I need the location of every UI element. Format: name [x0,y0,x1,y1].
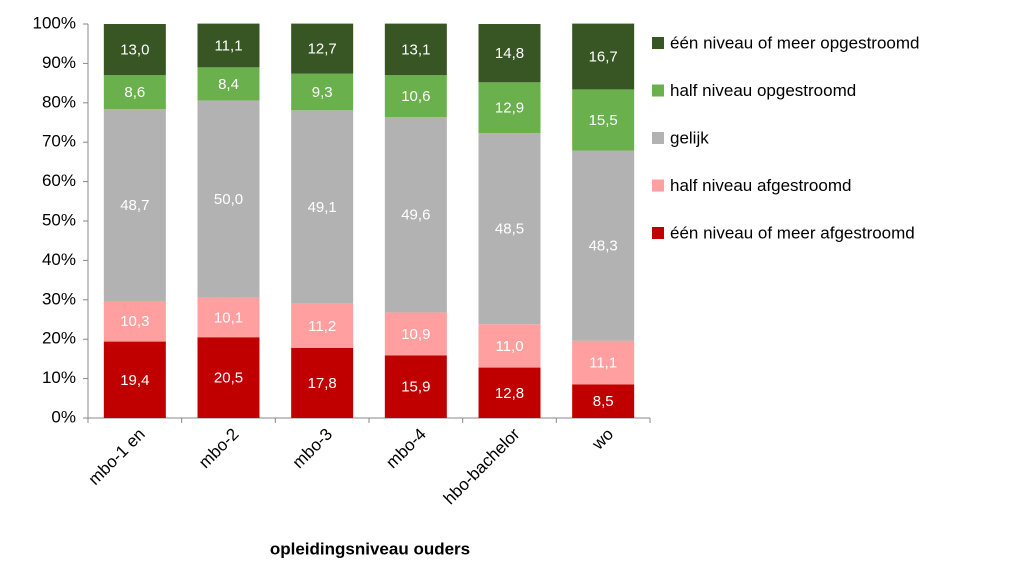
y-tick-label: 60% [42,171,76,190]
legend-label: één niveau of meer afgestroomd [670,223,915,242]
legend-label: één niveau of meer opgestroomd [670,33,920,52]
bar-segment [197,337,260,418]
x-tick-label: mbo-2 [195,425,243,473]
bar-segment [291,110,354,304]
value-label: 8,5 [593,393,614,410]
y-tick-label: 50% [42,210,76,229]
bar-segment [478,82,541,134]
bar-segment [291,73,354,111]
bar-segment [103,300,166,342]
bar-segment [103,341,166,418]
value-label: 10,6 [401,88,430,105]
y-tick-label: 90% [42,53,76,72]
bar-segment [103,109,166,301]
value-label: 8,6 [124,84,145,101]
bar-segment [478,133,541,325]
bar-segment [384,312,447,356]
bar-segment [384,355,447,418]
value-label: 15,5 [589,112,618,129]
value-label: 48,5 [495,221,524,238]
y-tick-label: 100% [33,13,76,32]
value-label: 11,1 [589,355,617,372]
legend-label: gelijk [670,128,709,147]
value-label: 8,4 [218,76,239,93]
value-label: 49,1 [308,199,337,216]
bar-segment [291,303,354,348]
bar-segment [572,384,635,418]
legend-swatch [652,37,664,49]
y-tick-label: 30% [42,289,76,308]
value-label: 10,3 [120,313,149,330]
bar-segment [197,23,260,68]
bar-segment [197,297,260,338]
value-label: 14,8 [495,45,524,62]
value-label: 9,3 [312,84,333,101]
y-tick-label: 70% [42,132,76,151]
x-tick-label: mbo-1 en [85,425,149,489]
legend-label: half niveau opgestroomd [670,81,856,100]
bar-segment [478,367,541,418]
value-label: 10,1 [214,309,243,326]
bar-segment [478,24,541,83]
x-tick-label: mbo-4 [382,425,430,473]
x-tick-label: hbo-bachelor [440,424,524,508]
legend-label: half niveau afgestroomd [670,176,851,195]
legend-swatch [652,227,664,239]
value-label: 11,2 [308,318,336,335]
value-label: 12,8 [495,385,524,402]
value-label: 19,4 [120,372,149,389]
x-tick-label: mbo-3 [289,425,337,473]
x-axis-title: opleidingsniveau ouders [270,539,470,558]
value-label: 48,7 [120,197,149,214]
value-label: 10,9 [401,326,430,343]
bar-segment [572,89,635,151]
value-label: 49,6 [401,207,430,224]
bar-segment [197,67,260,101]
y-tick-label: 10% [42,368,76,387]
y-tick-label: 80% [42,92,76,111]
bar-segment [572,23,635,90]
y-tick-label: 40% [42,250,76,269]
value-label: 13,1 [401,41,430,58]
value-label: 15,9 [401,379,430,396]
value-label: 13,0 [120,42,149,59]
bar-segment [384,75,447,117]
value-label: 48,3 [589,238,618,255]
bar-segment [291,23,354,74]
value-label: 11,0 [495,338,523,355]
bar-segment [384,23,447,76]
y-tick-label: 20% [42,329,76,348]
value-label: 50,0 [214,191,243,208]
bar-segment [572,150,635,341]
bar-segment [197,100,260,298]
bar-segment [478,324,541,368]
value-label: 17,8 [308,375,337,392]
y-tick-label: 0% [51,407,76,426]
legend-swatch [652,132,664,144]
bar-segment [384,116,447,313]
value-label: 12,7 [308,41,337,58]
legend-swatch [652,179,664,192]
bar-segment [103,75,166,110]
value-label: 20,5 [214,370,243,387]
x-tick-label: wo [588,425,618,455]
bar-segment [103,24,166,76]
value-label: 16,7 [589,48,618,65]
legend-swatch [652,84,664,97]
bar-segment [572,340,635,385]
value-label: 11,1 [214,37,242,54]
value-label: 12,9 [495,100,524,117]
bar-segment [291,347,354,418]
